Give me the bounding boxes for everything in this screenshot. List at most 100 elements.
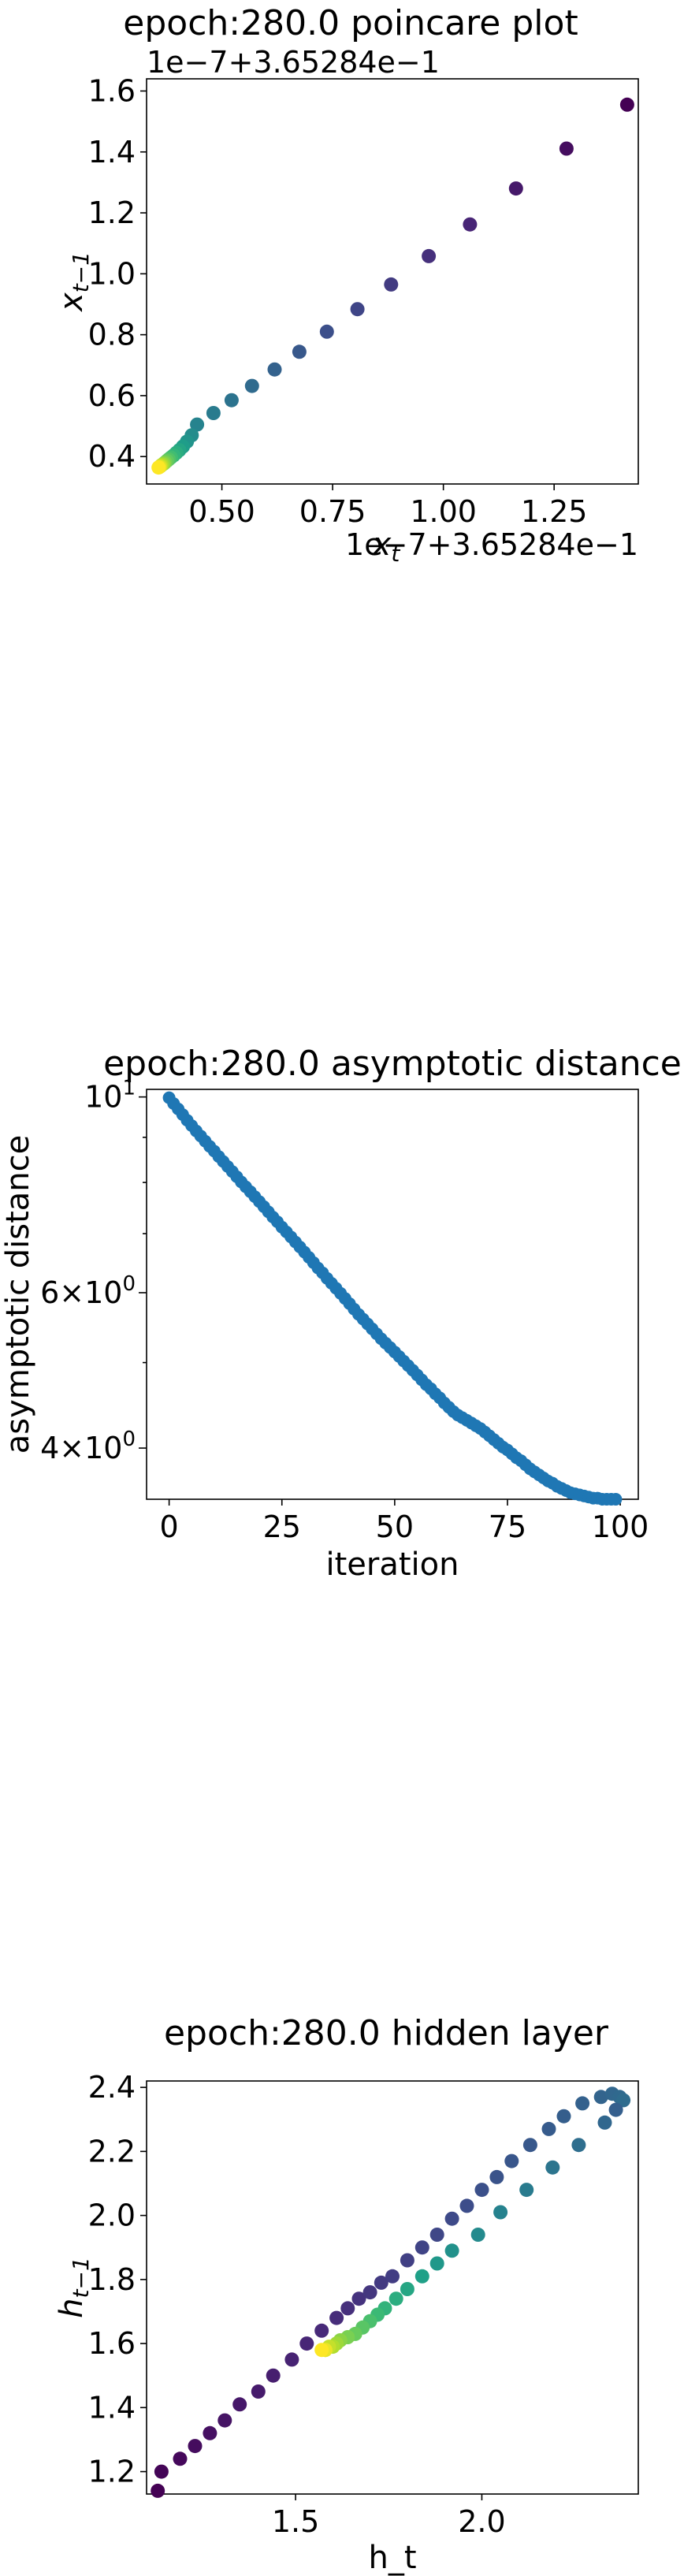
hidden-layer-y-tick-label: 2.0 <box>88 2198 136 2233</box>
asymptotic-chart: epoch:280.0 asymptotic distance 101 6×10… <box>0 1044 682 1583</box>
asymptotic-x-tick-label: 75 <box>489 1509 526 1544</box>
hidden-layer-point <box>232 2397 247 2412</box>
poincare-point <box>224 393 239 408</box>
hidden-layer-point <box>340 2301 355 2316</box>
poincare-y-tick-label: 1.2 <box>88 195 136 230</box>
hidden-layer-point <box>522 2138 537 2153</box>
hidden-layer-point <box>414 2269 429 2284</box>
hidden-layer-point <box>474 2183 489 2198</box>
asymptotic-x-axis-label: iteration <box>326 1547 459 1583</box>
hidden-layer-point <box>314 2343 329 2358</box>
poincare-y-tick-label: 1.0 <box>88 256 136 291</box>
hidden-layer-point <box>251 2384 266 2399</box>
hidden-layer-point <box>444 2243 459 2258</box>
hidden-layer-point <box>388 2291 403 2306</box>
poincare-point <box>267 362 282 377</box>
hidden-layer-point <box>541 2121 556 2136</box>
hidden-layer-y-axis-label: ht−1 <box>54 2257 94 2318</box>
hidden-layer-x-tick-label: 1.5 <box>272 2504 319 2539</box>
asymptotic-point <box>609 1493 623 1506</box>
poincare-point <box>463 217 478 232</box>
hidden-layer-y-tick-label: 1.6 <box>88 2326 136 2361</box>
poincare-y-offset: 1e−7+3.65284e−1 <box>147 45 440 80</box>
asymptotic-y-axis-label: asymptotic distance <box>0 1135 36 1454</box>
poincare-point <box>350 302 365 317</box>
hidden-layer-chart: epoch:280.0 hidden layer 1.2 1.4 1.6 1.8… <box>54 2013 639 2576</box>
poincare-y-tick-label: 0.4 <box>88 439 136 474</box>
poincare-point <box>384 277 399 292</box>
poincare-plot-frame <box>146 78 639 485</box>
poincare-point <box>508 181 523 196</box>
asymptotic-y-axis: 101 6×100 4×100 <box>40 1077 147 1465</box>
hidden-layer-point <box>556 2109 571 2124</box>
poincare-y-axis: 0.4 0.6 0.8 1.0 1.2 1.4 1.6 <box>88 73 147 474</box>
poincare-point <box>422 248 437 263</box>
poincare-y-axis-label: xt−1 <box>54 251 94 313</box>
hidden-layer-points <box>151 2086 631 2498</box>
asymptotic-x-tick-label: 25 <box>263 1509 301 1544</box>
poincare-point <box>559 141 574 156</box>
hidden-layer-point <box>459 2198 474 2213</box>
hidden-layer-point <box>545 2160 560 2175</box>
hidden-layer-point <box>151 2483 165 2498</box>
hidden-layer-point <box>489 2169 504 2184</box>
hidden-layer-point <box>597 2115 612 2130</box>
hidden-layer-y-axis: 1.2 1.4 1.6 1.8 2.0 2.2 2.4 <box>88 2070 147 2489</box>
asymptotic-points <box>162 1091 623 1506</box>
poincare-point <box>151 460 166 475</box>
poincare-x-offset: 1e−7+3.65284e−1 <box>345 527 638 562</box>
hidden-layer-point <box>429 2228 444 2242</box>
poincare-chart: epoch:280.0 poincare plot 1e−7+3.65284e−… <box>54 3 639 567</box>
hidden-layer-plot-frame <box>146 2080 639 2495</box>
asymptotic-y-tick-label: 6×100 <box>40 1272 136 1310</box>
poincare-x-axis-label: xt <box>371 527 401 567</box>
poincare-x-axis: 0.50 0.75 1.00 1.25 <box>188 484 587 529</box>
hidden-layer-x-axis: 1.5 2.0 <box>272 2494 506 2539</box>
hidden-layer-point <box>203 2425 217 2440</box>
hidden-layer-x-axis-label: h_t <box>368 2540 416 2576</box>
poincare-x-tick-label: 0.50 <box>188 494 255 529</box>
hidden-layer-point <box>470 2228 485 2242</box>
hidden-layer-point <box>266 2368 281 2383</box>
poincare-y-tick-label: 0.6 <box>88 378 136 413</box>
hidden-layer-point <box>400 2253 414 2268</box>
asymptotic-x-axis: 0 25 50 75 100 <box>160 1499 649 1544</box>
hidden-layer-point <box>608 2102 623 2117</box>
poincare-title: epoch:280.0 poincare plot <box>123 3 578 43</box>
poincare-y-tick-label: 1.6 <box>88 73 136 108</box>
hidden-layer-point <box>217 2413 232 2428</box>
poincare-point <box>619 97 634 112</box>
hidden-layer-point <box>154 2464 169 2479</box>
hidden-layer-point <box>385 2269 400 2284</box>
hidden-layer-point <box>593 2090 608 2105</box>
hidden-layer-point <box>284 2352 299 2367</box>
poincare-x-tick-label: 1.25 <box>521 494 588 529</box>
asymptotic-y-tick-label: 4×100 <box>40 1428 136 1465</box>
hidden-layer-point <box>374 2275 388 2290</box>
hidden-layer-point <box>314 2323 329 2338</box>
hidden-layer-point <box>519 2183 534 2198</box>
hidden-layer-point <box>351 2291 366 2306</box>
poincare-points <box>151 97 634 475</box>
hidden-layer-point <box>173 2451 188 2466</box>
hidden-layer-x-tick-label: 2.0 <box>458 2504 505 2539</box>
hidden-layer-y-tick-label: 1.4 <box>88 2390 136 2425</box>
poincare-y-tick-label: 1.4 <box>88 135 136 169</box>
hidden-layer-point <box>493 2205 508 2220</box>
poincare-x-tick-label: 1.00 <box>410 494 477 529</box>
hidden-layer-point <box>575 2096 590 2111</box>
hidden-layer-point <box>188 2439 203 2454</box>
poincare-point <box>292 344 307 359</box>
asymptotic-x-tick-label: 100 <box>592 1509 649 1544</box>
hidden-layer-point <box>414 2240 429 2255</box>
hidden-layer-point <box>429 2256 444 2271</box>
poincare-point <box>206 406 221 420</box>
hidden-layer-y-tick-label: 2.4 <box>88 2070 136 2105</box>
asymptotic-x-tick-label: 50 <box>376 1509 414 1544</box>
asymptotic-y-tick-label: 101 <box>84 1077 136 1115</box>
asymptotic-plot-frame <box>146 1089 639 1500</box>
asymptotic-title: epoch:280.0 asymptotic distance <box>103 1044 682 1084</box>
poincare-point <box>190 417 205 432</box>
asymptotic-x-tick-label: 0 <box>160 1509 179 1544</box>
hidden-layer-y-tick-label: 1.8 <box>88 2262 136 2297</box>
